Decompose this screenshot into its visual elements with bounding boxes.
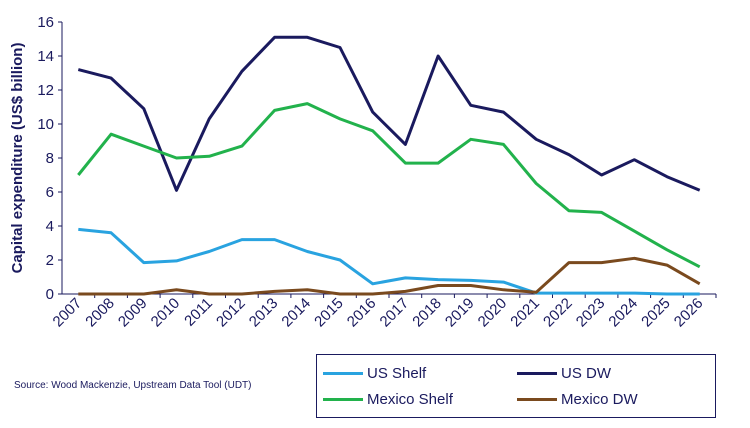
legend: US Shelf US DW Mexico Shelf Mexico DW	[316, 354, 716, 418]
x-tick-label: 2025	[638, 295, 674, 331]
legend-item-mexico-dw: Mexico DW	[517, 389, 638, 409]
axes	[58, 21, 717, 298]
x-tick-label: 2012	[213, 295, 249, 331]
x-tick-label: 2018	[409, 295, 445, 331]
series-line-us-dw	[77, 35, 701, 192]
y-tick-label: 4	[46, 218, 54, 235]
legend-item-us-dw: US DW	[517, 363, 611, 383]
x-tick-label: 2017	[377, 295, 413, 331]
x-tick-label: 2011	[181, 295, 216, 330]
legend-swatch-mexico-shelf	[323, 397, 363, 401]
legend-label-us-shelf: US Shelf	[367, 364, 427, 382]
legend-label-mexico-shelf: Mexico Shelf	[367, 390, 453, 408]
x-tick-label: 2014	[278, 295, 314, 331]
x-tick-label: 2021	[507, 295, 543, 331]
legend-swatch-us-shelf	[323, 371, 363, 375]
x-tick-label: 2009	[115, 295, 151, 331]
series-lines	[77, 35, 701, 296]
y-tick-label: 2	[46, 252, 54, 269]
x-tick-labels: 2007200820092010201120122013201420152016…	[50, 295, 707, 331]
y-tick-label: 12	[37, 82, 54, 99]
x-tick-label: 2010	[148, 295, 184, 331]
legend-item-mexico-shelf: Mexico Shelf	[323, 389, 453, 409]
legend-item-us-shelf: US Shelf	[323, 363, 426, 383]
y-tick-label: 0	[46, 286, 54, 303]
legend-label-mexico-dw: Mexico DW	[561, 390, 638, 408]
source-note: Source: Wood Mackenzie, Upstream Data To…	[14, 380, 252, 391]
x-tick-label: 2023	[573, 295, 609, 331]
y-tick-label: 6	[46, 184, 54, 201]
x-tick-label: 2020	[475, 295, 511, 331]
x-tick-label: 2019	[442, 295, 478, 331]
y-tick-labels: 0 2 4 6 8 10 12 14 16	[37, 14, 54, 303]
y-tick-label: 14	[37, 48, 54, 65]
x-tick-label: 2007	[50, 295, 86, 331]
y-axis-label: Capital expenditure (US$ billion)	[9, 43, 26, 274]
x-tick-label: 2024	[605, 295, 641, 331]
x-tick-label: 2015	[311, 295, 347, 331]
series-line-mexico-dw	[78, 256, 701, 296]
x-tick-label: 2013	[246, 295, 282, 331]
x-tick-label: 2016	[344, 295, 380, 331]
series-line-mexico-shelf	[77, 102, 701, 269]
y-tick-label: 8	[46, 150, 54, 167]
x-tick-label: 2026	[671, 295, 707, 331]
legend-swatch-us-dw	[517, 371, 557, 375]
y-tick-label: 10	[37, 116, 54, 133]
x-tick-label: 2022	[540, 295, 576, 331]
legend-label-us-dw: US DW	[561, 364, 611, 382]
series-line-us-shelf	[78, 227, 700, 296]
y-tick-label: 16	[37, 14, 54, 31]
x-tick-label: 2008	[82, 295, 118, 331]
legend-swatch-mexico-dw	[517, 397, 557, 401]
